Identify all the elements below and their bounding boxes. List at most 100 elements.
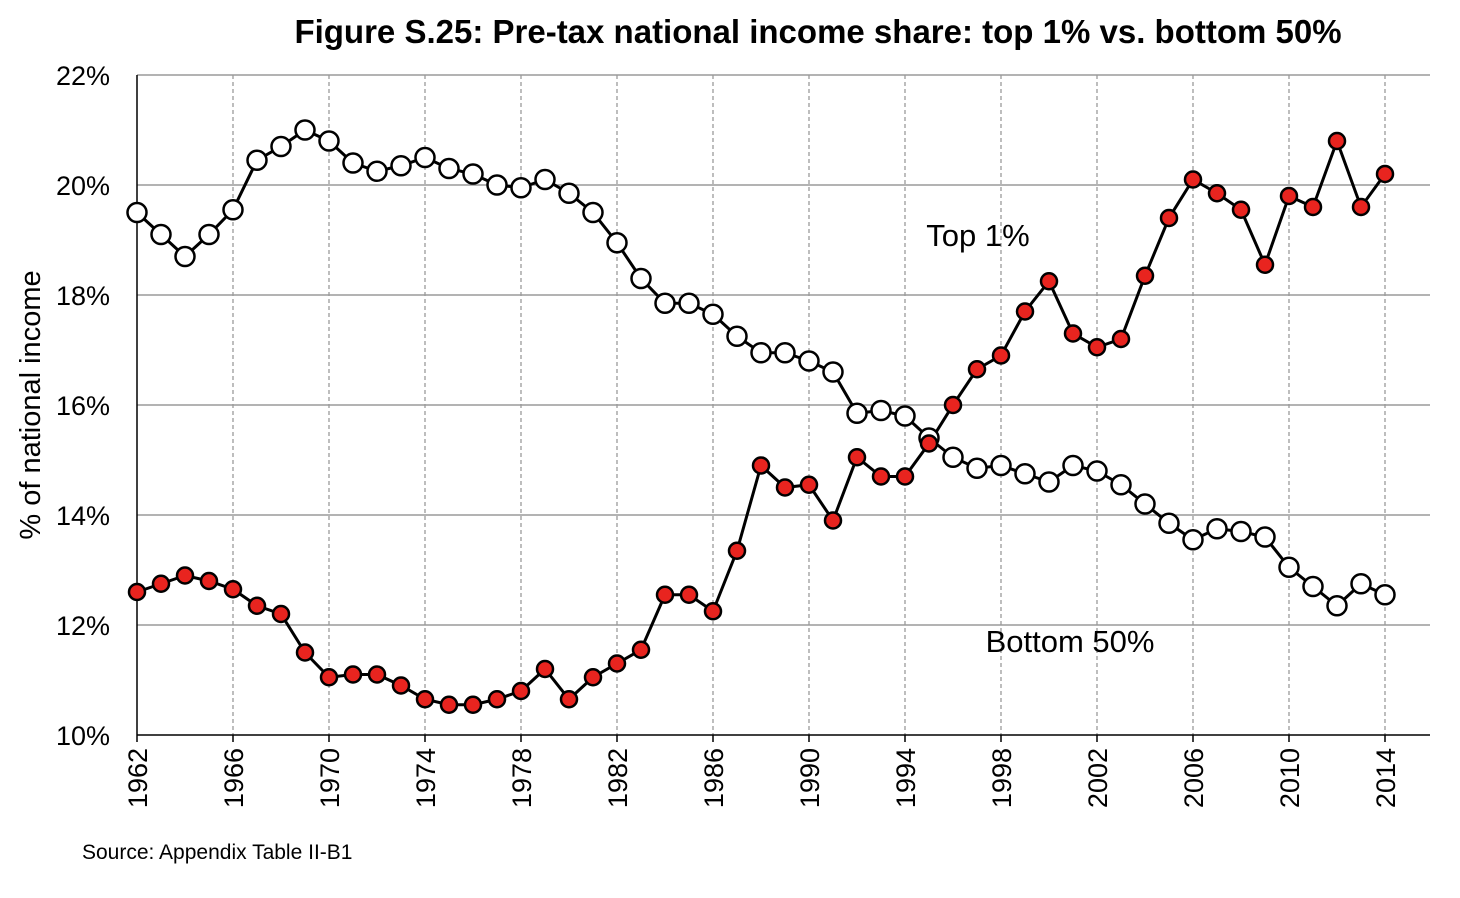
data-point bbox=[703, 602, 723, 621]
data-point bbox=[342, 152, 364, 174]
data-point bbox=[775, 478, 795, 497]
source-note: Source: Appendix Table II-B1 bbox=[82, 841, 352, 864]
data-point bbox=[511, 681, 531, 701]
data-point bbox=[318, 130, 340, 152]
data-point bbox=[1350, 573, 1372, 595]
y-tick-label: 12% bbox=[56, 611, 110, 641]
x-tick-label: 2006 bbox=[1179, 748, 1209, 808]
data-point bbox=[390, 155, 412, 177]
x-tick-label: 1994 bbox=[891, 748, 921, 808]
data-point bbox=[439, 695, 459, 714]
data-point bbox=[823, 511, 843, 530]
data-point bbox=[1302, 575, 1324, 598]
data-point bbox=[414, 146, 436, 169]
data-point bbox=[1134, 493, 1156, 515]
data-point bbox=[871, 467, 891, 486]
data-point bbox=[151, 574, 171, 593]
data-point bbox=[727, 541, 747, 560]
data-point bbox=[1374, 584, 1396, 606]
data-point bbox=[1279, 186, 1299, 206]
data-point bbox=[558, 182, 580, 204]
data-point bbox=[991, 346, 1011, 365]
data-point bbox=[391, 676, 411, 695]
data-point bbox=[799, 475, 819, 494]
data-point bbox=[1182, 529, 1204, 551]
data-point bbox=[606, 232, 628, 254]
data-point bbox=[895, 467, 915, 486]
data-point bbox=[798, 350, 820, 372]
data-point bbox=[1063, 324, 1083, 343]
y-tick-label: 16% bbox=[56, 391, 110, 421]
data-point bbox=[247, 596, 267, 615]
annotation-top-1: Top 1% bbox=[926, 218, 1029, 253]
x-tick-label: 1978 bbox=[507, 748, 537, 808]
data-point bbox=[1303, 197, 1323, 217]
series-points-bottom-50 bbox=[126, 119, 1396, 617]
annotation-bottom-50: Bottom 50% bbox=[986, 624, 1155, 659]
data-point bbox=[1351, 197, 1371, 217]
data-point bbox=[1254, 526, 1276, 548]
data-point bbox=[607, 654, 627, 673]
data-point bbox=[726, 325, 748, 347]
data-point bbox=[223, 580, 243, 599]
data-point bbox=[1039, 272, 1059, 291]
data-point bbox=[1278, 556, 1300, 578]
data-point bbox=[943, 395, 963, 415]
axes bbox=[136, 75, 1430, 736]
data-point bbox=[150, 223, 172, 246]
data-point bbox=[366, 160, 388, 182]
data-point bbox=[534, 168, 556, 191]
data-point bbox=[990, 454, 1012, 477]
data-point bbox=[462, 163, 484, 185]
data-point bbox=[582, 201, 604, 224]
data-point bbox=[1135, 266, 1155, 285]
x-tick-label: 1970 bbox=[315, 748, 345, 808]
data-point bbox=[655, 585, 675, 604]
data-point bbox=[1158, 512, 1180, 534]
data-point bbox=[1014, 463, 1036, 485]
data-point bbox=[367, 665, 387, 684]
data-point bbox=[630, 267, 652, 290]
data-point bbox=[271, 604, 291, 624]
data-point bbox=[774, 342, 796, 364]
data-point bbox=[1231, 200, 1251, 219]
data-point bbox=[486, 174, 508, 196]
data-point bbox=[1086, 460, 1108, 482]
data-point bbox=[1255, 255, 1275, 274]
data-point bbox=[750, 342, 772, 364]
data-point bbox=[919, 434, 939, 453]
data-point bbox=[1111, 329, 1131, 349]
data-point bbox=[702, 303, 724, 325]
data-point bbox=[438, 157, 460, 180]
data-point bbox=[127, 582, 147, 602]
data-point bbox=[1326, 595, 1348, 617]
data-point bbox=[126, 201, 148, 224]
data-point bbox=[751, 456, 771, 475]
data-point bbox=[174, 245, 196, 268]
series-group bbox=[126, 119, 1396, 714]
data-point bbox=[1110, 474, 1132, 496]
data-point bbox=[847, 448, 867, 467]
data-point bbox=[822, 361, 844, 383]
y-tick-label: 14% bbox=[56, 501, 110, 531]
data-point bbox=[631, 640, 651, 659]
data-point bbox=[679, 585, 699, 604]
data-point bbox=[942, 446, 964, 468]
x-tick-label: 1998 bbox=[987, 748, 1017, 808]
series-points-top-1 bbox=[127, 131, 1395, 714]
x-tick-label: 2002 bbox=[1083, 748, 1113, 808]
x-tick-label: 1962 bbox=[123, 748, 153, 808]
x-tick-label: 2014 bbox=[1371, 748, 1401, 808]
y-tick-label: 22% bbox=[56, 61, 110, 91]
data-point bbox=[463, 695, 483, 714]
data-point bbox=[1183, 170, 1203, 189]
data-point bbox=[343, 665, 363, 684]
y-tick-labels: 10% 12% 14% 16% 18% 20% 22% bbox=[56, 61, 110, 751]
data-point bbox=[295, 643, 315, 662]
data-point bbox=[199, 571, 219, 591]
data-point bbox=[1087, 338, 1107, 357]
data-point bbox=[1038, 471, 1060, 493]
y-tick-label: 18% bbox=[56, 281, 110, 311]
